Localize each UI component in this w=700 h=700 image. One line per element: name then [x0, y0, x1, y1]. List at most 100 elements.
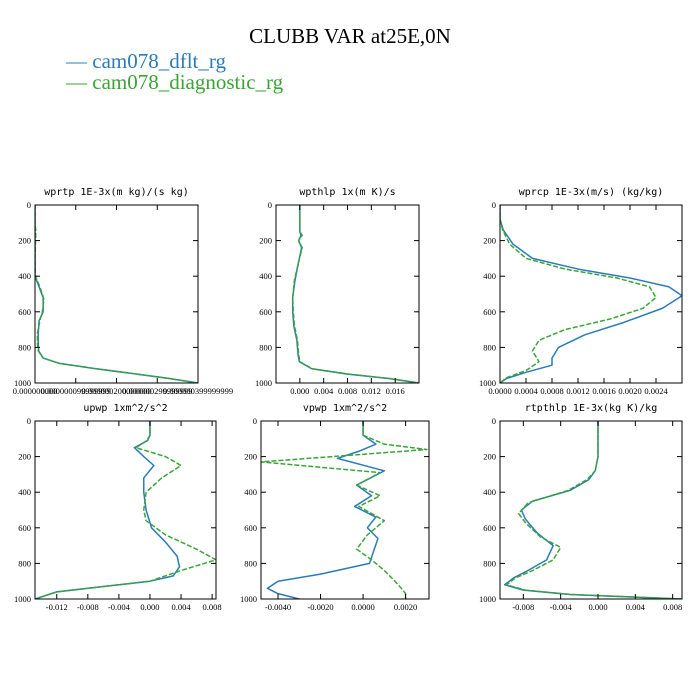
y-tick-label: 1000	[240, 594, 257, 604]
x-tick-label: 0.000	[290, 386, 309, 396]
series-line-1	[505, 421, 682, 599]
x-tick-label: -0.0020	[307, 602, 333, 612]
series-line-0	[35, 421, 181, 599]
x-tick-label: 0.000000000	[13, 386, 58, 396]
y-tick-label: 0	[268, 200, 272, 210]
y-tick-label: 600	[18, 523, 31, 533]
y-tick-label: 800	[18, 342, 31, 352]
x-tick-label: 0.0004	[514, 386, 538, 396]
series-line-0	[35, 205, 198, 383]
y-tick-label: 1000	[479, 594, 496, 604]
y-tick-label: 400	[259, 271, 272, 281]
x-tick-label: 0.0020	[394, 602, 417, 612]
x-tick-label: -0.008	[512, 602, 534, 612]
chart-title: wpthlp 1x(m K)/s	[299, 187, 395, 198]
series-line-1	[35, 205, 198, 383]
chart-panel-0: wprtp 1E-3x(m kg)/(s kg) 0 200 400 600 800 100…	[13, 187, 233, 396]
series-line-0	[500, 205, 682, 383]
x-tick-label: 0.0020	[618, 386, 641, 396]
y-tick-label: 1000	[255, 378, 272, 388]
x-tick-label: 0.004	[626, 602, 646, 612]
y-tick-label: 200	[244, 452, 257, 462]
y-tick-label: 0	[27, 200, 31, 210]
x-tick-label: 0.000000200000000	[81, 386, 151, 396]
plot-frame	[34, 420, 217, 600]
legend-entry-diagnostic: — cam078_diagnostic_rg	[66, 70, 284, 94]
x-tick-label: -0.004	[108, 602, 131, 612]
series-line-1	[35, 421, 216, 599]
plot-frame	[275, 204, 420, 384]
series-line-1	[291, 205, 419, 383]
y-tick-label: 800	[259, 342, 272, 352]
chart-title: wprtp 1E-3x(m kg)/(s kg)	[44, 187, 189, 198]
x-tick-label: 0.016	[386, 386, 405, 396]
plot-frame	[34, 204, 199, 384]
x-tick-label: 0.000	[140, 602, 159, 612]
x-tick-label: 0.0008	[540, 386, 563, 396]
series-line-0	[503, 421, 682, 599]
x-tick-label: 0.000000099999999	[41, 386, 111, 396]
chart-panel-1: wpthlp 1x(m K)/s 0 200 400 600 800 1000 0.000 0.…	[255, 187, 420, 396]
y-tick-label: 1000	[479, 378, 496, 388]
plot-frame	[260, 420, 430, 600]
y-tick-label: 400	[18, 271, 31, 281]
y-tick-label: 1000	[14, 378, 31, 388]
chart-panel-3: upwp 1xm^2/s^2 0 200 400 600 800 1000 -0.012 -0.…	[14, 403, 222, 612]
y-tick-label: 600	[483, 307, 496, 317]
y-tick-label: 600	[18, 307, 31, 317]
x-tick-label: 0.008	[338, 386, 357, 396]
y-tick-label: 400	[483, 487, 496, 497]
x-tick-label: -0.004	[550, 602, 573, 612]
y-tick-label: 0	[27, 416, 31, 426]
series-line-1	[261, 421, 428, 599]
y-tick-label: 800	[483, 558, 496, 568]
x-tick-label: 0.0012	[566, 386, 589, 396]
x-tick-label: 0.0000	[488, 386, 511, 396]
y-tick-label: 400	[483, 271, 496, 281]
plot-frame	[499, 204, 683, 384]
y-tick-label: 1000	[14, 594, 31, 604]
x-tick-label: 0.000000299999999	[122, 386, 192, 396]
series-line-0	[266, 421, 386, 599]
series-line-0	[291, 205, 419, 383]
plot-frame	[499, 420, 683, 600]
y-tick-label: 200	[259, 236, 272, 246]
y-tick-label: 400	[244, 487, 257, 497]
x-tick-label: 0.012	[362, 386, 381, 396]
chart-title: upwp 1xm^2/s^2	[83, 403, 167, 414]
y-tick-label: 0	[492, 200, 496, 210]
chart-panel-4: vpwp 1xm^2/s^2 0 200 400 600 800 1000 -0.0040 -0…	[240, 403, 430, 612]
x-tick-label: 0.0024	[644, 386, 668, 396]
x-tick-label: 0.008	[663, 602, 682, 612]
y-tick-label: 0	[492, 416, 496, 426]
y-tick-label: 600	[483, 523, 496, 533]
x-tick-label: -0.0040	[265, 602, 291, 612]
y-tick-label: 600	[259, 307, 272, 317]
legend-entry-dflt: — cam078_dflt_rg	[66, 49, 227, 73]
x-tick-label: -0.008	[77, 602, 99, 612]
x-tick-label: 0.000	[588, 602, 607, 612]
y-tick-label: 200	[18, 236, 31, 246]
y-tick-label: 800	[483, 342, 496, 352]
y-tick-label: 200	[18, 452, 31, 462]
x-tick-label: -0.012	[46, 602, 68, 612]
x-tick-label: 0.000000399999999	[163, 386, 233, 396]
y-tick-label: 800	[18, 558, 31, 568]
x-tick-label: 0.0016	[592, 386, 615, 396]
y-tick-label: 0	[253, 416, 257, 426]
chart-panel-2: wprcp 1E-3x(m/s) (kg/kg) 0 200 400 600 800 100…	[479, 187, 683, 396]
x-tick-label: 0.008	[203, 602, 222, 612]
y-tick-label: 200	[483, 452, 496, 462]
x-tick-label: 0.0000	[351, 602, 374, 612]
chart-title: rtpthlp 1E-3x(kg K)/kg	[525, 403, 657, 414]
figure-title: CLUBB VAR at25E,0N	[249, 24, 451, 48]
chart-title: wprcp 1E-3x(m/s) (kg/kg)	[519, 187, 664, 198]
y-tick-label: 200	[483, 236, 496, 246]
series-line-1	[500, 205, 657, 383]
y-tick-label: 600	[244, 523, 257, 533]
x-tick-label: 0.004	[314, 386, 334, 396]
chart-panel-5: rtpthlp 1E-3x(kg K)/kg 0 200 400 600 800 1000 -…	[479, 403, 683, 612]
y-tick-label: 800	[244, 558, 257, 568]
chart-title: vpwp 1xm^2/s^2	[303, 403, 387, 414]
